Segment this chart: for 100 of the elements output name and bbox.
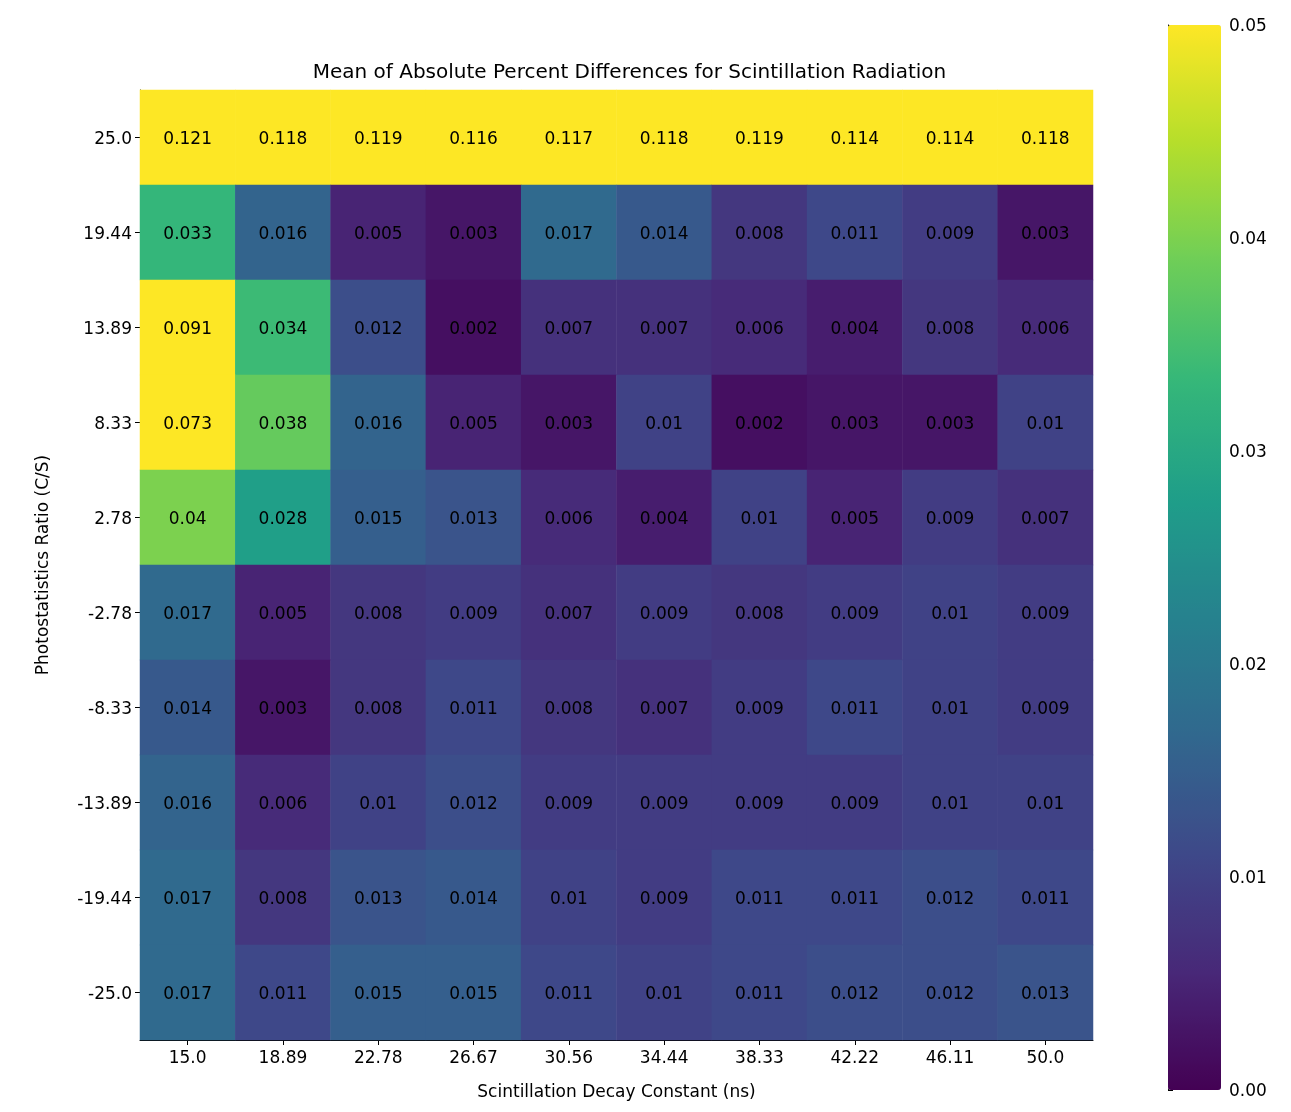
- data-label: 0.013: [449, 507, 498, 528]
- y-tick-label: 8.33: [94, 412, 132, 433]
- color-bar-label: 0.05: [1229, 15, 1267, 35]
- y-axis-title: Photostatistics Ratio (C/S): [31, 454, 52, 676]
- data-label: 0.009: [449, 602, 498, 623]
- data-label: 0.01: [359, 792, 398, 813]
- data-label: 0.011: [544, 982, 594, 1003]
- data-label: 0.012: [925, 982, 975, 1003]
- data-label: 0.012: [353, 317, 403, 338]
- data-label: 0.003: [544, 412, 594, 433]
- data-label: 0.009: [639, 602, 689, 623]
- data-label: 0.01: [931, 792, 969, 813]
- data-label: 0.01: [740, 507, 779, 528]
- data-label: 0.011: [830, 697, 880, 718]
- data-label: 0.04: [168, 507, 207, 528]
- data-label: 0.015: [353, 982, 403, 1003]
- data-label: 0.008: [925, 317, 975, 338]
- data-label: 0.008: [735, 222, 784, 243]
- data-label: 0.011: [1021, 887, 1070, 908]
- data-label: 0.01: [645, 412, 684, 433]
- color-bar-label: 0.04: [1229, 228, 1267, 248]
- data-label: 0.013: [1021, 982, 1070, 1003]
- color-bar-label: 0.01: [1229, 867, 1267, 887]
- data-label: 0.009: [925, 222, 975, 243]
- y-tick-label: -8.33: [88, 697, 132, 718]
- y-tick-label: 2.78: [94, 507, 132, 528]
- data-label: 0.007: [639, 317, 689, 338]
- data-label: 0.017: [163, 602, 212, 623]
- data-label: 0.01: [549, 887, 588, 908]
- data-label: 0.007: [639, 697, 689, 718]
- data-label: 0.004: [639, 507, 689, 528]
- data-label: 0.004: [830, 317, 880, 338]
- color-bar-label: 0.03: [1229, 441, 1267, 461]
- data-label: 0.007: [544, 317, 594, 338]
- data-label: 0.008: [735, 602, 784, 623]
- x-tick-label: 26.67: [449, 1046, 498, 1067]
- data-label: 0.013: [353, 887, 403, 908]
- x-axis-title: Scintillation Decay Constant (ns): [477, 1080, 756, 1101]
- data-label: 0.009: [639, 792, 689, 813]
- data-label: 0.003: [1021, 222, 1070, 243]
- data-label: 0.016: [353, 412, 403, 433]
- data-label: 0.014: [449, 887, 498, 908]
- data-label: 0.091: [163, 317, 212, 338]
- data-label: 0.119: [353, 127, 403, 148]
- x-tick-label: 30.56: [544, 1046, 594, 1067]
- data-label: 0.009: [735, 792, 784, 813]
- y-tick-label: 13.89: [83, 317, 132, 338]
- data-label: 0.003: [258, 697, 308, 718]
- data-label: 0.009: [639, 887, 689, 908]
- data-label: 0.012: [449, 792, 498, 813]
- x-tick-label: 50.0: [1026, 1046, 1065, 1067]
- data-label: 0.033: [163, 222, 212, 243]
- data-label: 0.006: [1021, 317, 1070, 338]
- data-label: 0.121: [163, 127, 212, 148]
- data-label: 0.003: [830, 412, 880, 433]
- data-label: 0.118: [639, 127, 689, 148]
- data-label: 0.005: [449, 412, 498, 433]
- data-label: 0.009: [925, 507, 975, 528]
- data-label: 0.011: [449, 697, 498, 718]
- x-tick-label: 42.22: [830, 1046, 880, 1067]
- x-tick-label: 18.89: [258, 1046, 308, 1067]
- data-label: 0.119: [735, 127, 784, 148]
- data-label: 0.011: [830, 887, 880, 908]
- data-label: 0.015: [353, 507, 403, 528]
- y-tick-label: -25.0: [88, 982, 132, 1003]
- data-label: 0.011: [258, 982, 308, 1003]
- data-label: 0.006: [735, 317, 784, 338]
- data-label: 0.114: [830, 127, 880, 148]
- data-label: 0.006: [258, 792, 308, 813]
- data-label: 0.011: [830, 222, 880, 243]
- data-label: 0.117: [544, 127, 594, 148]
- data-label: 0.008: [544, 697, 594, 718]
- data-label: 0.005: [353, 222, 403, 243]
- data-label: 0.007: [1021, 507, 1070, 528]
- x-tick-label: 22.78: [353, 1046, 403, 1067]
- data-label: 0.003: [449, 222, 498, 243]
- data-label: 0.009: [1021, 697, 1070, 718]
- color-bar-label: 0.02: [1229, 654, 1267, 674]
- x-tick-label: 46.11: [925, 1046, 975, 1067]
- data-label: 0.012: [830, 982, 880, 1003]
- data-label: 0.011: [735, 982, 784, 1003]
- data-label: 0.014: [639, 222, 689, 243]
- color-bar-label: 0.00: [1229, 1080, 1267, 1100]
- data-label: 0.118: [258, 127, 308, 148]
- data-label: 0.009: [830, 602, 880, 623]
- data-label: 0.002: [735, 412, 784, 433]
- data-label: 0.006: [544, 507, 594, 528]
- data-label: 0.118: [1021, 127, 1070, 148]
- data-label: 0.01: [1026, 412, 1065, 433]
- data-label: 0.011: [735, 887, 784, 908]
- chart-title: Mean of Absolute Percent Differences for Scintillation Radiation: [312, 59, 947, 83]
- y-tick-label: -13.89: [77, 792, 132, 813]
- data-label: 0.015: [449, 982, 498, 1003]
- data-label: 0.028: [258, 507, 308, 528]
- data-label: 0.01: [931, 697, 969, 718]
- data-label: 0.01: [645, 982, 684, 1003]
- data-label: 0.002: [449, 317, 498, 338]
- data-label: 0.017: [163, 982, 212, 1003]
- data-label: 0.009: [544, 792, 594, 813]
- data-label: 0.017: [163, 887, 212, 908]
